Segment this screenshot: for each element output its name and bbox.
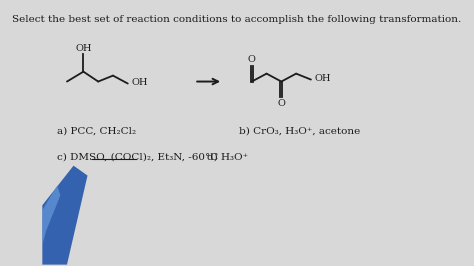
- Text: d) H₃O⁺: d) H₃O⁺: [207, 153, 248, 162]
- Polygon shape: [42, 166, 88, 265]
- Polygon shape: [42, 185, 60, 245]
- Text: O: O: [277, 99, 285, 108]
- Text: b) CrO₃, H₃O⁺, acetone: b) CrO₃, H₃O⁺, acetone: [239, 126, 361, 135]
- Text: O: O: [248, 55, 255, 64]
- Text: OH: OH: [314, 74, 331, 83]
- Text: c) DMSO, (COCl)₂, Et₃N, -60°C: c) DMSO, (COCl)₂, Et₃N, -60°C: [57, 153, 219, 162]
- Text: OH: OH: [131, 78, 147, 87]
- Text: a) PCC, CH₂Cl₂: a) PCC, CH₂Cl₂: [57, 126, 136, 135]
- Text: OH: OH: [75, 44, 91, 53]
- Text: Select the best set of reaction conditions to accomplish the following transform: Select the best set of reaction conditio…: [12, 15, 462, 24]
